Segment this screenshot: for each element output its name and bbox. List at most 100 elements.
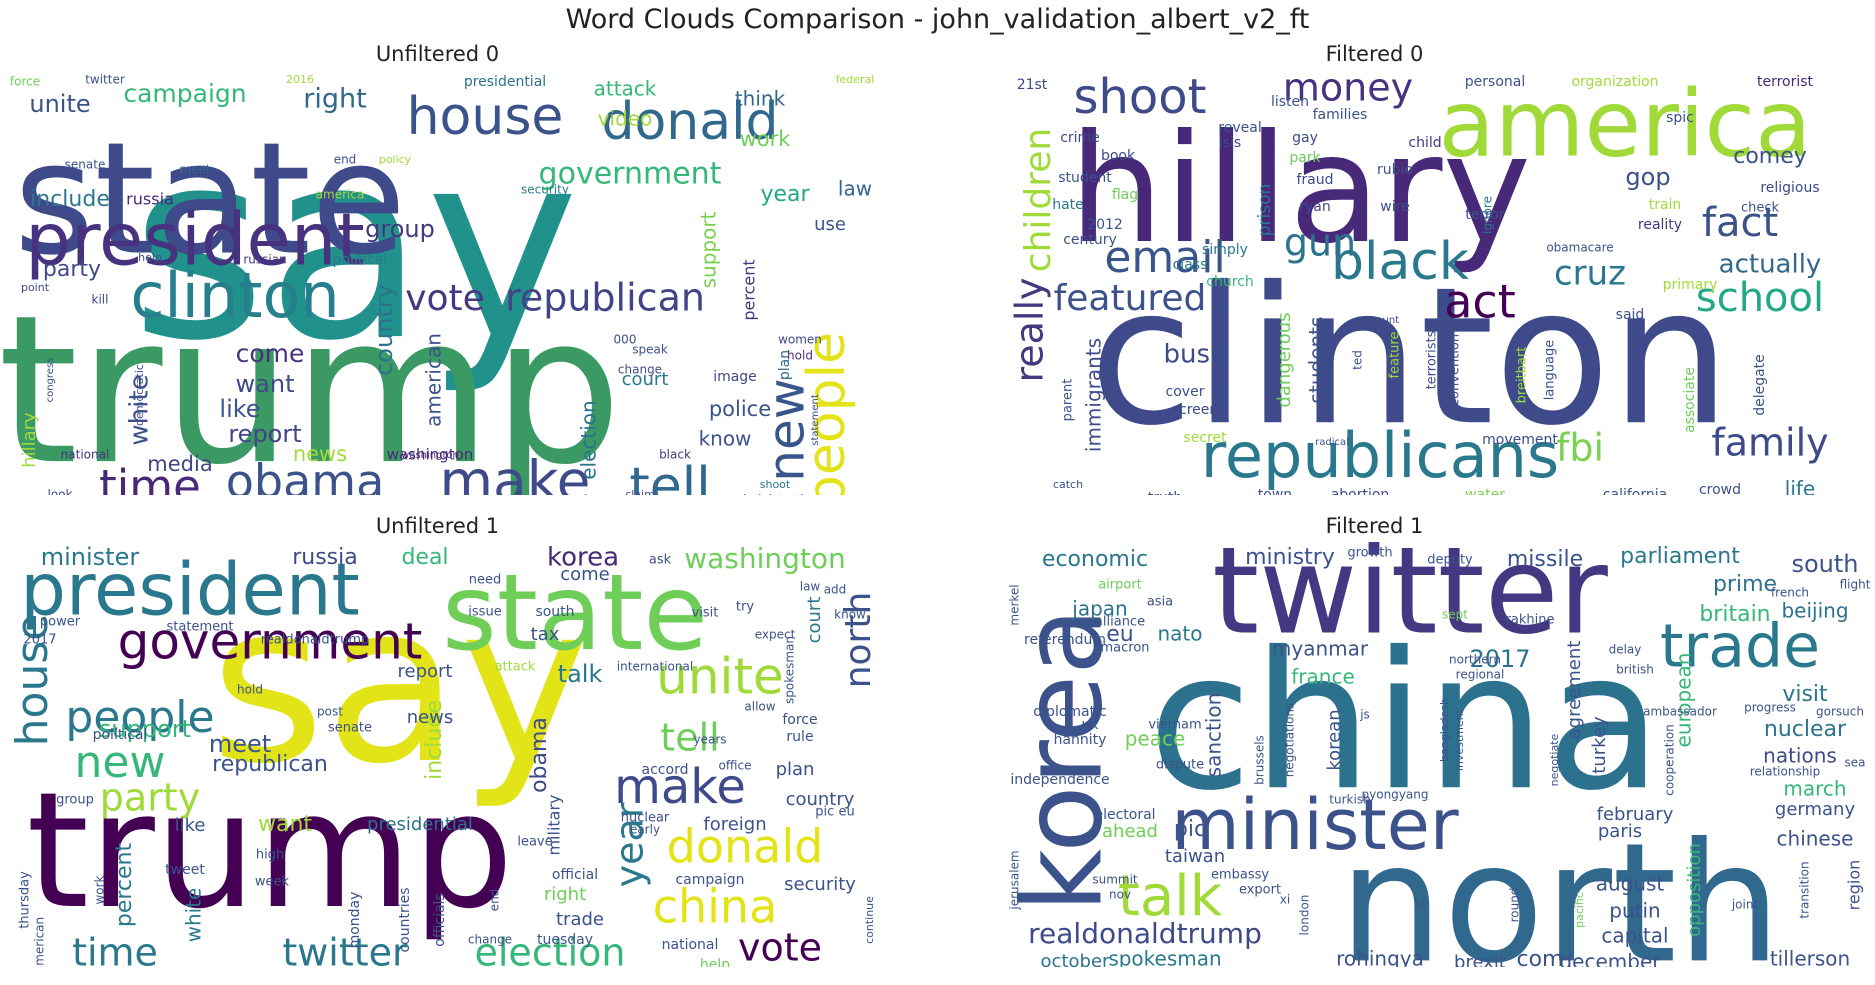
word-realdonaldtrump: realdonaldtrump (1028, 917, 1262, 950)
word-negotiations: negotiations (1283, 703, 1297, 778)
word-international: international (617, 660, 693, 674)
word-minister: minister (1171, 784, 1458, 866)
word-abortion: abortion (1331, 487, 1390, 495)
word-capital: capital (1601, 924, 1668, 948)
word-dangerous: dangerous (1274, 312, 1295, 407)
word-south: south (1791, 550, 1858, 578)
word-french: french (1771, 586, 1809, 600)
word-sept: sept (1442, 608, 1468, 622)
word-crowd: crowd (1699, 482, 1741, 495)
word-president: president (20, 548, 359, 632)
word-ask: ask (649, 553, 672, 568)
word-language: language (1543, 340, 1558, 401)
word-campaign: campaign (675, 872, 744, 888)
word-concern: concern (793, 963, 837, 967)
word-growth: growth (1347, 546, 1392, 561)
word-political: political (333, 252, 388, 268)
word-meet: meet (209, 730, 271, 758)
word-electoral: electoral (1094, 807, 1155, 823)
word-congress: congress (45, 358, 56, 403)
word-donald: donald (667, 820, 824, 874)
word-delegate: delegate (1752, 354, 1768, 416)
word-korean: korean (1324, 709, 1345, 770)
word-region: region (1845, 860, 1864, 911)
panel-title-1: Filtered 0 (1325, 42, 1424, 66)
word-february: february (1597, 804, 1674, 825)
word-years: years (693, 733, 726, 747)
word-life: life (1785, 477, 1815, 496)
word-referendum: referendum (1024, 632, 1106, 648)
word-country: country (786, 789, 855, 810)
word-year: year (608, 802, 652, 887)
word-water: water (1465, 487, 1505, 495)
word-bangladesh: bangladesh (1438, 698, 1451, 762)
word-nato: nato (1157, 622, 1202, 646)
word-attack: attack (495, 660, 536, 675)
word-relationship: relationship (1750, 765, 1821, 779)
word-new: new (758, 378, 816, 481)
word-children: children (1018, 128, 1059, 272)
word-jerusalem: jerusalem (1008, 850, 1022, 910)
word-police: police (709, 397, 771, 421)
word-putin: putin (1609, 899, 1660, 923)
word-ryan: ryan (1299, 199, 1331, 215)
word-turkey: turkey (1589, 716, 1610, 774)
word-deal: deal (401, 545, 448, 570)
word-end: end (488, 889, 502, 912)
word-american: american (33, 917, 47, 967)
word-law: law (838, 177, 872, 201)
word-thursday: thursday (18, 871, 33, 929)
word-meet: meet (179, 163, 210, 177)
word-actually: actually (1719, 250, 1822, 280)
word-families: families (1313, 107, 1368, 123)
word-recount: recount (1361, 315, 1399, 326)
word-nations: nations (1763, 744, 1837, 768)
word-percent: percent (112, 842, 137, 927)
word-brussels: brussels (1253, 735, 1267, 785)
word-terrorist: terrorist (1757, 74, 1814, 90)
word-truth: truth (1148, 490, 1182, 495)
word-know: know (834, 608, 866, 622)
word-myanmar: myanmar (1272, 637, 1369, 661)
word-group: group (365, 215, 435, 243)
word-reveal: reveal (1218, 120, 1261, 136)
word-percent: percent (740, 259, 759, 320)
word-embassy: embassy (1211, 868, 1269, 883)
word-white: white (125, 374, 155, 445)
word-school: school (1696, 275, 1824, 321)
word-hillary: hillary (19, 412, 40, 468)
word-cooperation: cooperation (1663, 724, 1677, 796)
word-hold: hold (237, 683, 263, 697)
word-opposition: opposition (1684, 843, 1705, 937)
word-december: december (1559, 950, 1661, 968)
word-movement: movement (1482, 432, 1558, 448)
word-official: official (552, 867, 598, 883)
word-house: house (7, 614, 58, 747)
word-rakhine: rakhine (1506, 613, 1555, 628)
word-flight: flight (1840, 578, 1871, 592)
word-add: add (824, 583, 847, 597)
word-include: include (30, 187, 110, 212)
word-negotiate: negotiate (1548, 733, 1561, 786)
word-early: early (630, 823, 660, 837)
word-featured: featured (1054, 278, 1207, 319)
word-news: news (407, 707, 454, 728)
word-hold: hold (787, 349, 813, 363)
word-unite: unite (656, 648, 784, 706)
word-gop: gop (1625, 163, 1670, 191)
word-email: email (1104, 232, 1225, 283)
word-talk: talk (1118, 864, 1223, 929)
word-continue: continue (863, 896, 875, 944)
word-js: js (1359, 708, 1370, 722)
word-flag: flag (1112, 187, 1138, 203)
word-right: right (303, 84, 366, 115)
word-party: party (100, 776, 200, 820)
word-change: change (468, 933, 512, 947)
word-merkel: merkel (1008, 584, 1022, 625)
panel-title-3: Filtered 1 (1325, 514, 1424, 538)
wordcloud-filtered-0: clinton hillary america republicans black sho… (1000, 70, 1875, 495)
panel-title-2: Unfiltered 1 (375, 514, 500, 538)
word-trade: trade (556, 909, 604, 930)
